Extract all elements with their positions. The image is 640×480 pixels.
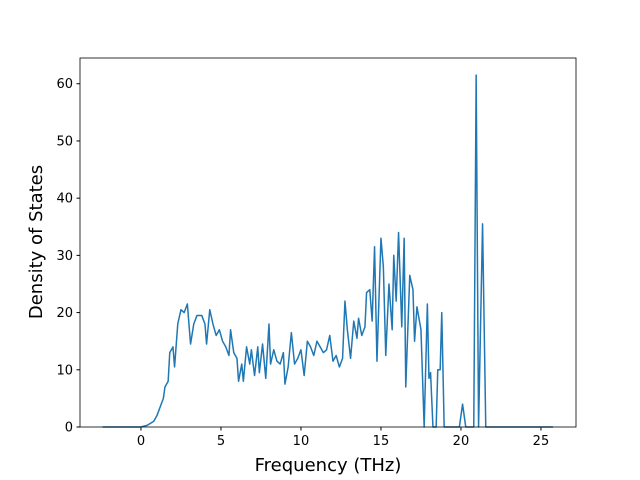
y-tick-label: 30 <box>56 249 73 264</box>
x-tick-label: 25 <box>533 434 550 449</box>
x-tick-label: 15 <box>373 434 390 449</box>
x-tick-label: 10 <box>293 434 310 449</box>
x-tick-label: 20 <box>453 434 470 449</box>
x-tick-label: 5 <box>217 434 225 449</box>
y-tick-label: 20 <box>56 306 73 321</box>
plot-frame <box>79 57 577 428</box>
y-tick-label: 10 <box>56 363 73 378</box>
x-axis-label: Frequency (THz) <box>255 455 402 476</box>
y-axis-label: Density of States <box>26 165 47 319</box>
y-tick-label: 60 <box>56 77 73 92</box>
y-tick-label: 50 <box>56 134 73 149</box>
data-line <box>102 74 553 428</box>
y-tick-label: 40 <box>56 192 73 207</box>
y-tick-label: 0 <box>65 421 73 436</box>
x-tick-label: 0 <box>137 434 145 449</box>
